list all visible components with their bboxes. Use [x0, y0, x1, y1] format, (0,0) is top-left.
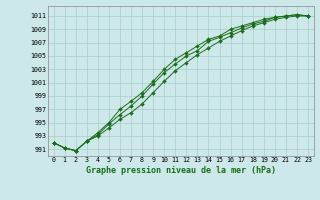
X-axis label: Graphe pression niveau de la mer (hPa): Graphe pression niveau de la mer (hPa): [86, 166, 276, 175]
